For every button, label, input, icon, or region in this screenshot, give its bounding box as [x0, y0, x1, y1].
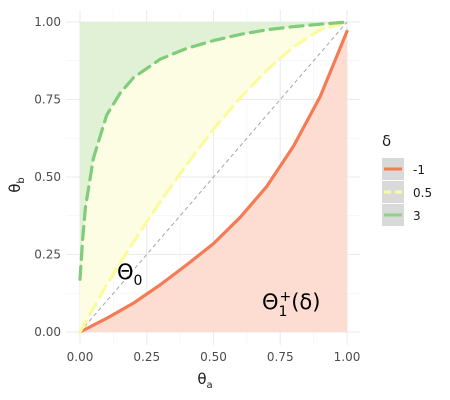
region-yellow — [80, 22, 347, 332]
x-tick-label: 0.75 — [267, 350, 294, 364]
region-red — [80, 31, 347, 333]
legend: δ -1 0.5 3 — [382, 132, 432, 226]
x-tick-label: 0.25 — [133, 350, 160, 364]
annotation-theta0: Θ0 — [117, 260, 142, 289]
series-line-yellow — [78, 20, 349, 334]
legend-title: δ — [382, 132, 391, 150]
legend-item: -1 — [382, 158, 425, 180]
y-tick-label: 0.50 — [34, 170, 61, 184]
legend-label: 3 — [413, 209, 421, 223]
legend-item: 0.5 — [382, 181, 432, 203]
y-axis-title: θb — [6, 177, 27, 193]
y-tick-label: 0.25 — [34, 248, 61, 262]
y-tick-label: 1.00 — [34, 15, 61, 29]
y-tick-label: 0.75 — [34, 93, 61, 107]
legend-key-background — [382, 181, 404, 203]
plot-area: 0.00 0.25 0.50 0.75 1.00 0.00 0.25 0.50 0.75 1.00 — [34, 10, 360, 364]
annotation-theta1: Θ1+(δ) — [262, 289, 320, 320]
x-axis-title: θa — [197, 370, 212, 391]
x-tick-label: 0.00 — [67, 350, 94, 364]
series-line-red — [78, 29, 349, 334]
y-tick-label: 0.00 — [34, 325, 61, 339]
reference-diagonal — [79, 21, 348, 333]
x-tick-label: 1.00 — [334, 350, 361, 364]
series-line-green — [78, 20, 349, 281]
legend-label: -1 — [413, 163, 425, 177]
region-green — [80, 22, 347, 280]
x-tick-label: 0.50 — [200, 350, 227, 364]
legend-label: 0.5 — [413, 186, 432, 200]
legend-item: 3 — [382, 204, 421, 226]
